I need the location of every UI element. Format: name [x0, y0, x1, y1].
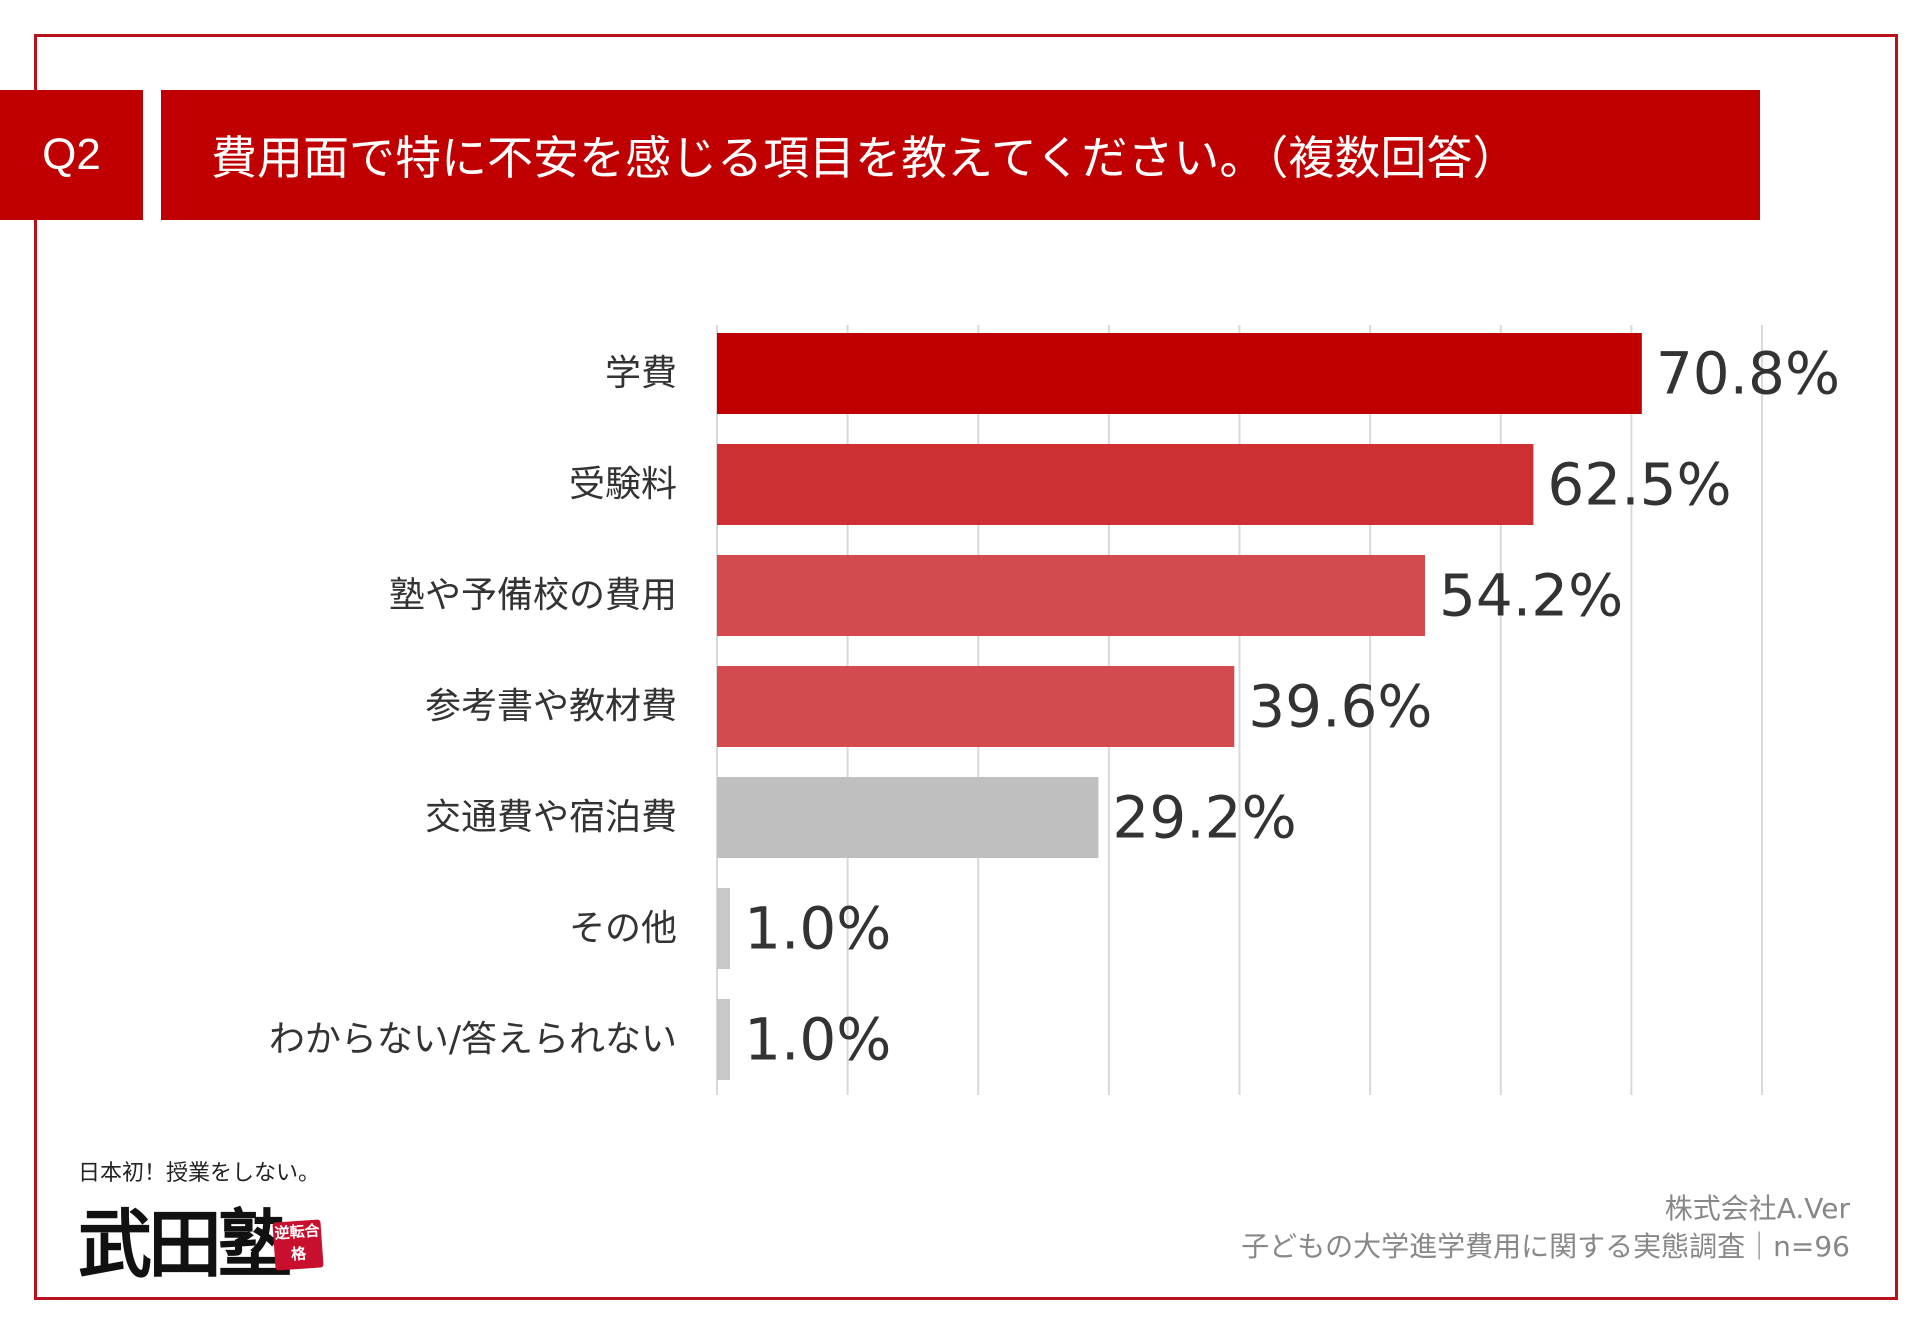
value-label: 62.5%	[1547, 451, 1731, 519]
category-label: 受験料	[569, 464, 677, 505]
labels: 学費 70.8% 受験料 62.5% 塾や予備校の費用 54.2% 参考書や教材費 39.6%…	[269, 340, 1840, 1074]
value-label: 54.2%	[1439, 562, 1623, 630]
value-label: 1.0%	[744, 895, 891, 963]
brand-logo: 日本初！授業をしない。 武田塾 逆転合格	[78, 1155, 328, 1288]
bar	[717, 888, 731, 969]
bar-chart: 学費 70.8% 受験料 62.5% 塾や予備校の費用 54.2% 参考書や教材費 39.6%…	[269, 325, 1840, 1095]
bar	[717, 777, 1099, 858]
question-title: 費用面で特に不安を感じる項目を教えてください。（複数回答）	[161, 90, 1760, 220]
logo-tagline: 日本初！授業をしない。	[78, 1161, 321, 1186]
category-label: 参考書や教材費	[425, 686, 677, 727]
category-label: わからない/答えられない	[269, 1019, 677, 1060]
bar	[717, 999, 731, 1080]
category-label: 学費	[605, 353, 677, 394]
category-label: その他	[569, 908, 677, 949]
value-label: 70.8%	[1656, 340, 1840, 408]
bar	[717, 444, 1534, 525]
value-label: 39.6%	[1248, 673, 1432, 741]
value-label: 29.2%	[1112, 784, 1296, 852]
bars	[717, 333, 1642, 1080]
bar	[717, 666, 1235, 747]
footer-company: 株式会社A.Ver	[1664, 1192, 1850, 1225]
question-badge: Q2	[0, 90, 143, 220]
bar	[717, 555, 1425, 636]
outer-frame	[34, 34, 1898, 1300]
category-label: 塾や予備校の費用	[389, 575, 677, 616]
footer: 株式会社A.Ver 子どもの大学進学費用に関する実態調査｜n=96	[1241, 1190, 1850, 1266]
logo-name: 武田塾	[78, 1202, 292, 1288]
bar	[717, 333, 1642, 414]
value-label: 1.0%	[744, 1006, 891, 1074]
logo-stamp: 逆転合格	[272, 1219, 324, 1271]
footer-survey: 子どもの大学進学費用に関する実態調査｜n=96	[1241, 1230, 1850, 1263]
category-label: 交通費や宿泊費	[425, 797, 677, 838]
